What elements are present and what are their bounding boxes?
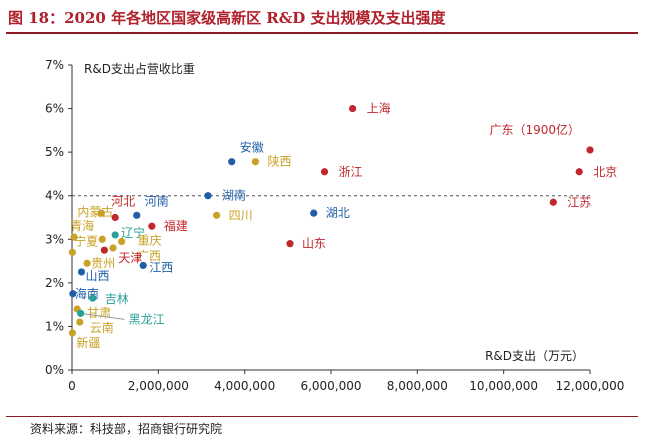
data-point [100,246,108,254]
data-point [320,168,329,176]
point-label: 山东 [302,237,326,251]
point-label: 重庆 [138,233,162,247]
point-label: 四川 [229,208,253,222]
x-tick-label: 0 [68,379,76,393]
point-label: 甘肃 [87,306,111,320]
data-point [77,309,85,317]
y-tick-label: 2% [45,276,64,290]
data-point [348,104,357,113]
point-label: 辽宁 [121,225,145,240]
point-label: 山西 [85,269,109,283]
x-tick-label: 8,000,000 [387,379,448,393]
data-point [98,235,106,243]
y-tick-label: 6% [45,102,64,116]
point-label: 新疆 [76,335,100,350]
point-label: 宁夏 [74,233,98,248]
x-tick-label: 10,000,000 [469,379,538,393]
title-rule [6,32,638,34]
point-label: 陕西 [267,154,291,169]
point-label: 江西 [149,260,173,274]
source-note: 资料来源：科技部，招商银行研究院 [30,422,223,436]
data-point [111,231,119,239]
point-label: 云南 [90,320,114,335]
y-axis-title: R&D支出占营收比重 [84,61,195,76]
point-label: 广西 [137,249,161,263]
point-label: 贵州 [91,256,115,270]
data-point [89,294,97,302]
label-leader-line [80,312,125,320]
y-tick-label: 7% [45,58,64,72]
y-tick-label: 3% [45,232,64,246]
x-tick-label: 12,000,000 [556,379,625,393]
x-tick-label: 4,000,000 [214,379,275,393]
data-point [109,244,117,252]
point-label: 福建 [164,218,188,233]
point-label: 青海 [70,218,94,233]
figure-title: 图 18：2020 年各地区国家级高新区 R&D 支出规模及支出强度 [8,9,446,27]
point-label: 吉林 [105,292,129,306]
data-point [70,233,78,241]
data-point [68,248,77,256]
data-point [549,198,557,206]
data-point [148,222,156,230]
point-label: 安徽 [240,140,264,155]
data-point [586,146,594,154]
data-point [575,168,583,176]
data-point [111,213,119,222]
point-label: 湖南 [222,188,246,203]
data-point [76,318,84,326]
data-point [69,290,77,298]
source-rule [6,416,638,417]
point-label: 浙江 [339,165,363,179]
data-point [213,211,221,219]
point-label: 北京 [593,165,617,179]
point-label: 河北 [111,195,135,209]
point-label: 湖北 [326,205,350,220]
x-tick-label: 2,000,000 [128,379,189,393]
x-axis-title: R&D支出（万元） [485,349,584,363]
y-tick-label: 1% [45,319,64,333]
data-point [68,329,77,337]
data-point [97,209,105,217]
point-label: 内蒙古 [77,204,113,219]
data-point [228,158,236,166]
point-label: 上海 [367,101,391,116]
point-label: 河南 [145,193,169,208]
x-tick-label: 6,000,000 [300,379,361,393]
point-label: 江苏 [567,195,591,209]
data-point [204,192,212,200]
data-point [251,158,260,166]
data-point [118,237,126,246]
data-point [83,259,91,267]
y-tick-label: 5% [45,145,64,159]
data-point [133,211,141,219]
y-tick-label: 0% [45,363,64,377]
data-point [139,261,147,270]
point-label: 黑龙江 [129,312,165,326]
point-label: 广东（1900亿） [489,122,580,137]
data-point [77,268,86,276]
data-point [310,209,318,217]
y-tick-label: 4% [45,189,64,203]
point-label: 天津 [118,251,142,265]
data-point [286,240,294,248]
